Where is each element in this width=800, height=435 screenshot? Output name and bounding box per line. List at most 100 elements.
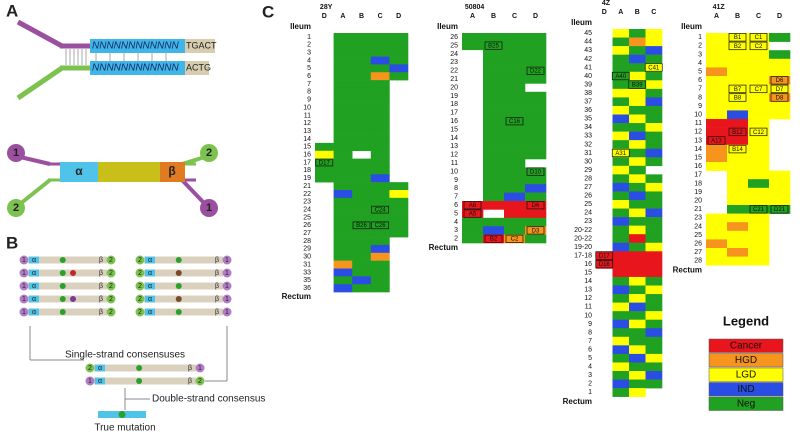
end-circle <box>19 268 29 278</box>
mutation-dot <box>136 365 143 371</box>
molecule-bar <box>28 295 107 303</box>
end-circle <box>135 268 145 278</box>
legend-swatch <box>708 396 784 411</box>
biopsy-cell <box>504 75 526 84</box>
end-label: 2 <box>88 365 92 372</box>
biopsy-cell <box>645 319 663 329</box>
biopsy-cell <box>629 302 646 312</box>
alpha-block <box>145 282 155 290</box>
biopsy-cell <box>629 157 646 167</box>
biopsy-cell <box>483 100 505 109</box>
row-label: 14 <box>450 135 458 142</box>
biopsy-cell <box>352 252 372 261</box>
row-label: 23 <box>584 218 592 225</box>
cell-tag: D21 <box>774 207 786 213</box>
row-label: 22 <box>450 68 458 75</box>
alpha-label: α <box>148 270 152 277</box>
biopsy-cell <box>504 58 526 67</box>
biopsy-cell <box>645 311 663 320</box>
biopsy-cell <box>645 46 663 55</box>
end-label: 2 <box>13 202 19 214</box>
biopsy-cell <box>748 119 770 128</box>
biopsy-cell <box>612 29 630 38</box>
row-label: 2 <box>307 42 311 49</box>
biopsy-cell <box>748 205 770 214</box>
biopsy-cell <box>333 103 353 112</box>
biopsy-cell <box>629 353 646 363</box>
row-label: 28 <box>303 238 311 245</box>
beta-label: β <box>99 270 103 277</box>
biopsy-cell <box>352 111 372 120</box>
biopsy-cell <box>612 276 630 286</box>
column-label: B <box>735 13 740 20</box>
biopsy-cell <box>706 248 728 257</box>
biopsy-cell <box>483 125 505 135</box>
cell-tag: C12 <box>753 130 765 136</box>
end-label: 1 <box>198 365 202 372</box>
alpha-block <box>29 308 39 316</box>
biopsy-cell <box>769 50 791 60</box>
end-circle <box>85 376 95 386</box>
biopsy-cell <box>462 217 484 227</box>
beta-label: β <box>99 283 103 290</box>
row-label: 7 <box>454 194 458 201</box>
alpha-block <box>95 364 105 372</box>
alpha-label: α <box>148 257 152 264</box>
consensus-diagram: Single-strand consensuses Double-strand … <box>19 255 265 434</box>
biopsy-cell <box>769 84 791 94</box>
cell-tag: B12 <box>732 130 743 136</box>
beta-label: β <box>99 296 103 303</box>
biopsy-cell <box>629 371 646 380</box>
mutation-dot <box>136 378 143 384</box>
biopsy-cell <box>333 229 353 238</box>
biopsy-cell <box>727 101 749 111</box>
step-label: True mutation <box>94 423 155 434</box>
biopsy-cell <box>525 91 547 101</box>
biopsy-cell <box>727 179 749 189</box>
row-label: 13 <box>584 287 592 294</box>
ileum-label: Ileum <box>681 22 702 31</box>
biopsy-cell <box>629 259 646 269</box>
biopsy-cell <box>769 93 791 103</box>
cell-tag-box <box>595 260 614 269</box>
biopsy-cell <box>612 131 630 141</box>
alpha-block <box>145 308 155 316</box>
biopsy-cell <box>769 196 791 206</box>
row-label: 10 <box>694 112 702 119</box>
cell-tag-box <box>770 93 789 102</box>
beta-label: β <box>215 296 219 303</box>
biopsy-cell <box>727 144 749 154</box>
alpha-block <box>29 269 39 277</box>
biopsy-cell <box>352 174 372 183</box>
cell-tag: C24 <box>375 208 387 214</box>
cell-tag: D16 <box>599 262 611 268</box>
biopsy-cell <box>629 123 646 132</box>
biopsy-cell <box>645 37 663 47</box>
alpha-block <box>145 295 155 303</box>
biopsy-cell <box>727 248 749 257</box>
biopsy-cell <box>352 284 372 293</box>
biopsy-cell <box>748 213 770 223</box>
biopsy-cell <box>706 153 728 163</box>
alpha-block <box>29 282 39 290</box>
biopsy-cell <box>706 33 728 42</box>
mutation-dot <box>59 257 66 263</box>
row-label: 25 <box>450 42 458 49</box>
biopsy-cell <box>389 56 409 65</box>
row-label: 5 <box>588 355 592 362</box>
biopsy-cell <box>462 226 484 235</box>
biopsy-cell <box>645 242 663 252</box>
biopsy-cell <box>352 276 372 285</box>
biopsy-cell <box>333 166 353 175</box>
biopsy-cell <box>645 182 663 192</box>
biopsy-cell <box>333 276 353 285</box>
cell-tag: B14 <box>732 147 743 153</box>
biopsy-cell <box>612 200 630 209</box>
row-label: 16 <box>584 261 592 268</box>
biopsy-cell <box>727 205 749 214</box>
biopsy-cell <box>315 142 334 152</box>
biopsy-cell <box>727 196 749 206</box>
biopsy-cell <box>727 41 749 51</box>
row-label: 37 <box>584 99 592 106</box>
biopsy-cell <box>370 174 390 183</box>
